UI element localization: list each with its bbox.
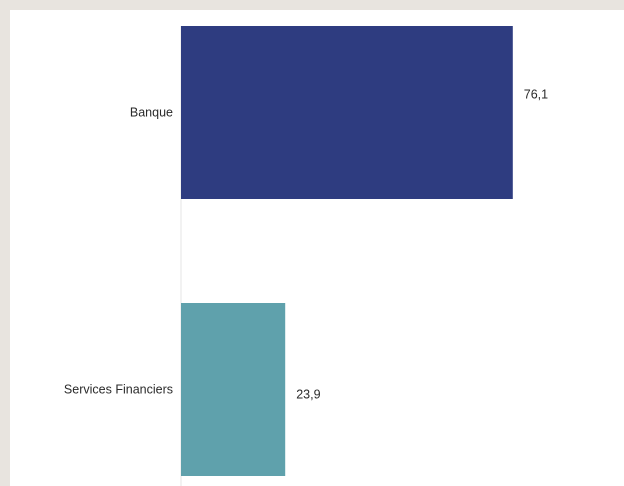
bar-0 [181, 26, 513, 199]
chart-panel: Banque 76,1 Services Financiers 23,9 [10, 10, 624, 486]
bar-chart: Banque 76,1 Services Financiers 23,9 [64, 26, 548, 486]
category-label-0: Banque [130, 106, 173, 120]
category-label-1: Services Financiers [64, 383, 173, 397]
value-label-0: 76,1 [524, 88, 548, 102]
value-label-1: 23,9 [296, 388, 320, 402]
bar-1 [181, 303, 286, 476]
